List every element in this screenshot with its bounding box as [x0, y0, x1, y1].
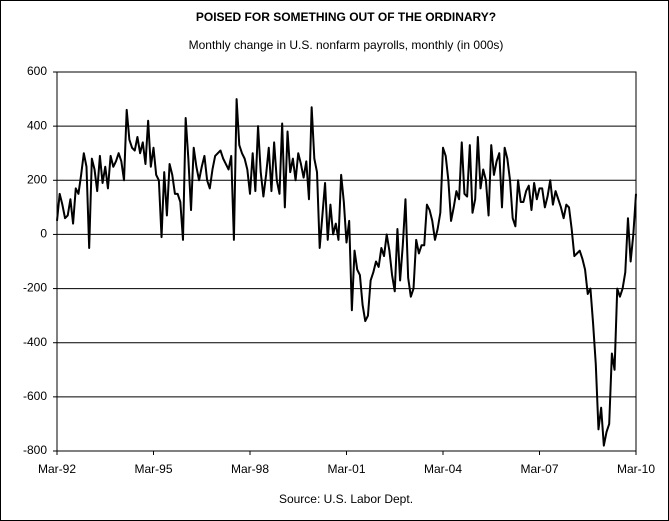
y-tick-label: -600	[23, 389, 47, 403]
x-tick-label: Mar-07	[520, 462, 558, 476]
x-tick-label: Mar-98	[231, 462, 269, 476]
y-tick-label: -200	[23, 281, 47, 295]
y-tick-label: 200	[27, 172, 47, 186]
y-tick-label: 600	[27, 64, 47, 78]
x-tick-label: Mar-92	[38, 462, 76, 476]
y-tick-label: 400	[27, 118, 47, 132]
x-tick-label: Mar-04	[424, 462, 462, 476]
y-tick-label: -400	[23, 335, 47, 349]
y-tick-label: -800	[23, 443, 47, 457]
x-tick-label: Mar-10	[617, 462, 655, 476]
chart-title: POISED FOR SOMETHING OUT OF THE ORDINARY…	[196, 10, 496, 24]
x-tick-label: Mar-01	[327, 462, 365, 476]
x-tick-label: Mar-95	[134, 462, 172, 476]
data-line	[56, 98, 637, 447]
chart-subtitle: Monthly change in U.S. nonfarm payrolls,…	[189, 38, 504, 52]
y-tick-label: 0	[40, 227, 47, 241]
source: Source: U.S. Labor Dept.	[279, 492, 413, 506]
